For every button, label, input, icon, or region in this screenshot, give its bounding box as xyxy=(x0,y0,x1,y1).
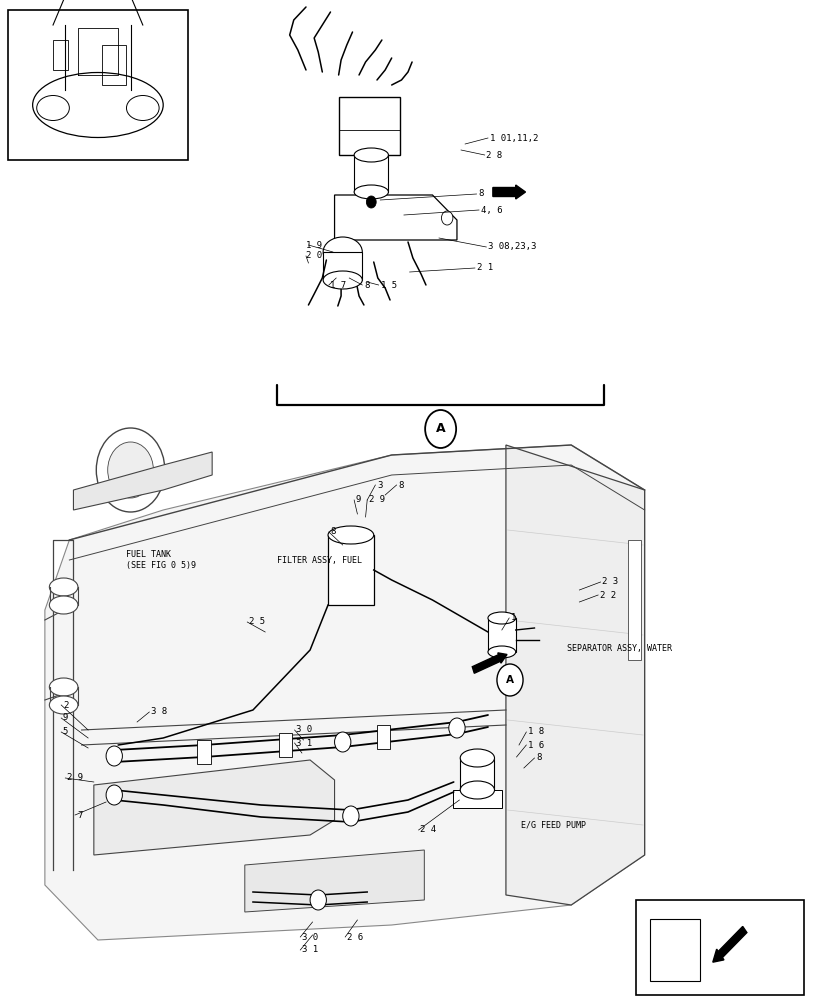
Text: 4, 6: 4, 6 xyxy=(481,206,503,215)
Text: 2 5: 2 5 xyxy=(249,617,265,626)
Text: 2 0: 2 0 xyxy=(306,251,322,260)
Circle shape xyxy=(366,196,376,208)
Text: 8: 8 xyxy=(330,528,336,536)
Circle shape xyxy=(106,785,122,805)
Circle shape xyxy=(425,410,456,448)
Text: 3 1: 3 1 xyxy=(296,738,313,748)
Text: 3 08,23,3: 3 08,23,3 xyxy=(488,242,536,251)
Bar xyxy=(102,45,126,85)
Bar xyxy=(488,618,516,652)
Text: 3 0: 3 0 xyxy=(296,726,313,734)
Text: 2 8: 2 8 xyxy=(486,150,503,159)
Text: 3 1: 3 1 xyxy=(302,946,318,954)
Text: 1 9: 1 9 xyxy=(306,240,322,249)
Text: 2: 2 xyxy=(63,700,69,710)
Circle shape xyxy=(310,890,326,910)
Text: 9: 9 xyxy=(356,495,361,504)
Circle shape xyxy=(441,211,453,225)
Text: 1 6: 1 6 xyxy=(528,740,544,750)
Text: 3: 3 xyxy=(377,481,383,489)
Text: 8: 8 xyxy=(478,190,484,198)
Ellipse shape xyxy=(50,696,78,714)
Circle shape xyxy=(343,806,359,826)
Text: 1 01,11,2: 1 01,11,2 xyxy=(490,133,538,142)
Circle shape xyxy=(335,732,351,752)
Circle shape xyxy=(96,428,165,512)
Bar xyxy=(628,540,641,660)
Circle shape xyxy=(497,664,523,696)
Text: 8: 8 xyxy=(536,754,542,762)
Bar xyxy=(453,790,502,808)
Text: 1 7: 1 7 xyxy=(330,280,347,290)
Text: A: A xyxy=(436,422,446,436)
Polygon shape xyxy=(245,850,424,912)
Ellipse shape xyxy=(354,148,388,162)
Text: 2 9: 2 9 xyxy=(369,495,385,504)
Bar xyxy=(636,900,804,995)
Text: 2 6: 2 6 xyxy=(347,932,363,942)
Ellipse shape xyxy=(488,646,516,658)
Text: FILTER ASSY, FUEL: FILTER ASSY, FUEL xyxy=(277,556,362,564)
Polygon shape xyxy=(506,445,645,905)
FancyArrow shape xyxy=(493,185,526,199)
Ellipse shape xyxy=(460,749,494,767)
Ellipse shape xyxy=(50,596,78,614)
Text: 8: 8 xyxy=(398,481,404,489)
FancyArrow shape xyxy=(713,926,747,962)
Circle shape xyxy=(108,442,153,498)
Ellipse shape xyxy=(50,678,78,696)
Text: 1 5: 1 5 xyxy=(381,280,397,290)
Bar xyxy=(279,733,292,757)
Bar xyxy=(354,155,388,192)
Text: 2 9: 2 9 xyxy=(67,774,83,782)
Text: 8: 8 xyxy=(365,280,370,290)
Bar xyxy=(53,40,68,70)
Text: 3 8: 3 8 xyxy=(151,708,167,716)
Ellipse shape xyxy=(323,271,362,289)
Text: 2 4: 2 4 xyxy=(420,826,437,834)
Bar xyxy=(339,97,400,155)
Text: 3 0: 3 0 xyxy=(302,932,318,942)
Ellipse shape xyxy=(323,237,362,267)
Ellipse shape xyxy=(328,526,374,544)
Bar xyxy=(8,10,188,160)
Circle shape xyxy=(449,718,465,738)
Text: A: A xyxy=(506,675,514,685)
Text: 2 1: 2 1 xyxy=(477,263,494,272)
Bar xyxy=(377,725,390,749)
Bar xyxy=(328,535,374,605)
Polygon shape xyxy=(335,195,457,240)
Polygon shape xyxy=(94,760,335,855)
Text: 1 8: 1 8 xyxy=(528,728,544,736)
Ellipse shape xyxy=(354,185,388,199)
Polygon shape xyxy=(45,445,645,940)
Text: 9: 9 xyxy=(63,714,69,722)
Bar xyxy=(323,252,362,280)
Polygon shape xyxy=(73,452,212,510)
Bar xyxy=(197,740,211,764)
Text: 5: 5 xyxy=(63,728,69,736)
Text: 1: 1 xyxy=(511,613,517,622)
Bar xyxy=(460,758,494,790)
Text: FUEL TANK
(SEE FIG 0 5)9: FUEL TANK (SEE FIG 0 5)9 xyxy=(126,550,197,570)
Bar xyxy=(650,919,700,981)
FancyArrow shape xyxy=(472,653,507,673)
Text: E/G FEED PUMP: E/G FEED PUMP xyxy=(521,820,586,830)
Ellipse shape xyxy=(460,781,494,799)
Text: 2 2: 2 2 xyxy=(600,590,616,599)
Text: 7: 7 xyxy=(78,810,83,820)
Text: 2 3: 2 3 xyxy=(602,578,619,586)
Text: SEPARATOR ASSY, WATER: SEPARATOR ASSY, WATER xyxy=(567,644,672,652)
Ellipse shape xyxy=(50,578,78,596)
Circle shape xyxy=(106,746,122,766)
Ellipse shape xyxy=(488,612,516,624)
